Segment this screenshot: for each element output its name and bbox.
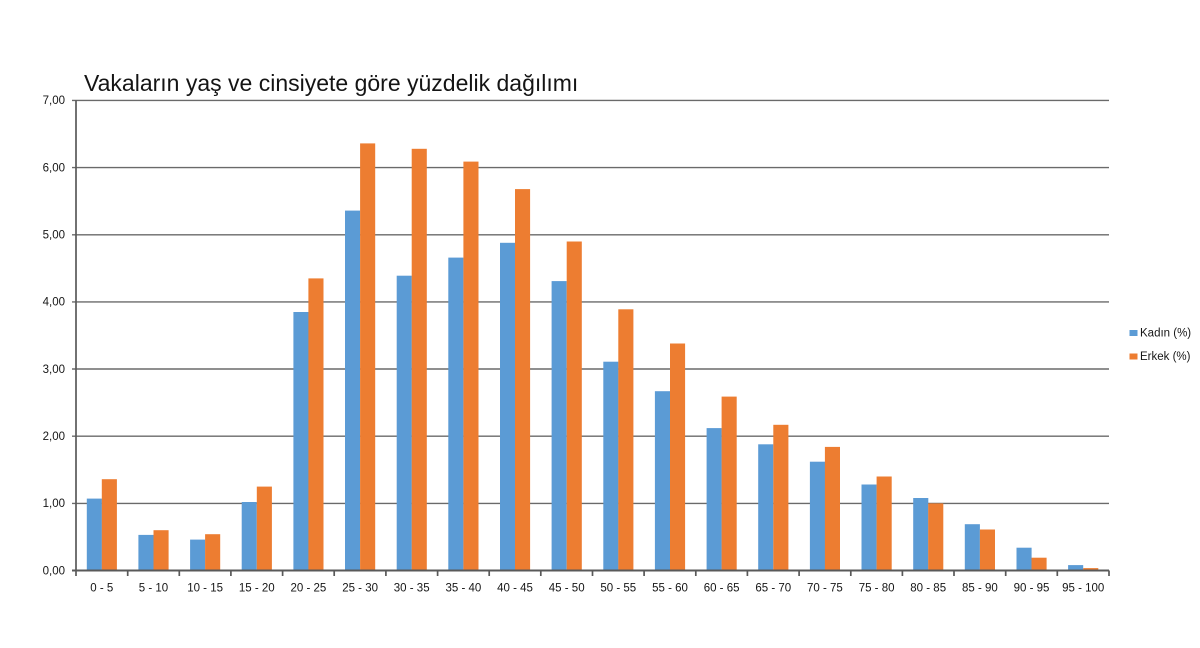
svg-text:50 - 55: 50 - 55	[600, 583, 636, 595]
svg-text:90 - 95: 90 - 95	[1014, 583, 1050, 595]
svg-text:70 - 75: 70 - 75	[807, 583, 843, 595]
svg-text:80 - 85: 80 - 85	[910, 583, 946, 595]
svg-text:0 - 5: 0 - 5	[90, 583, 113, 595]
svg-text:35 - 40: 35 - 40	[445, 583, 481, 595]
svg-text:4,00: 4,00	[43, 297, 65, 309]
svg-text:Kadın (%): Kadın (%)	[1140, 328, 1191, 340]
svg-text:3,00: 3,00	[43, 364, 65, 376]
svg-text:85 - 90: 85 - 90	[962, 583, 998, 595]
svg-text:Vakaların yaş ve cinsiyete gör: Vakaların yaş ve cinsiyete göre yüzdelik…	[84, 70, 578, 96]
svg-text:75 - 80: 75 - 80	[859, 583, 895, 595]
svg-text:Erkek (%): Erkek (%)	[1140, 351, 1191, 363]
svg-text:30 - 35: 30 - 35	[394, 583, 430, 595]
svg-text:95 - 100: 95 - 100	[1062, 583, 1104, 595]
svg-text:5 - 10: 5 - 10	[139, 583, 168, 595]
svg-text:7,00: 7,00	[43, 95, 65, 107]
svg-text:1,00: 1,00	[43, 498, 65, 510]
svg-text:20 - 25: 20 - 25	[290, 583, 326, 595]
svg-text:55 - 60: 55 - 60	[652, 583, 688, 595]
svg-text:65 - 70: 65 - 70	[755, 583, 791, 595]
svg-text:45 - 50: 45 - 50	[549, 583, 585, 595]
svg-text:25 - 30: 25 - 30	[342, 583, 378, 595]
svg-text:0,00: 0,00	[43, 565, 65, 577]
svg-text:5,00: 5,00	[43, 230, 65, 242]
svg-text:2,00: 2,00	[43, 431, 65, 443]
svg-text:60 - 65: 60 - 65	[704, 583, 740, 595]
svg-text:10 - 15: 10 - 15	[187, 583, 223, 595]
svg-text:6,00: 6,00	[43, 162, 65, 174]
svg-text:40 - 45: 40 - 45	[497, 583, 533, 595]
svg-text:15 - 20: 15 - 20	[239, 583, 275, 595]
